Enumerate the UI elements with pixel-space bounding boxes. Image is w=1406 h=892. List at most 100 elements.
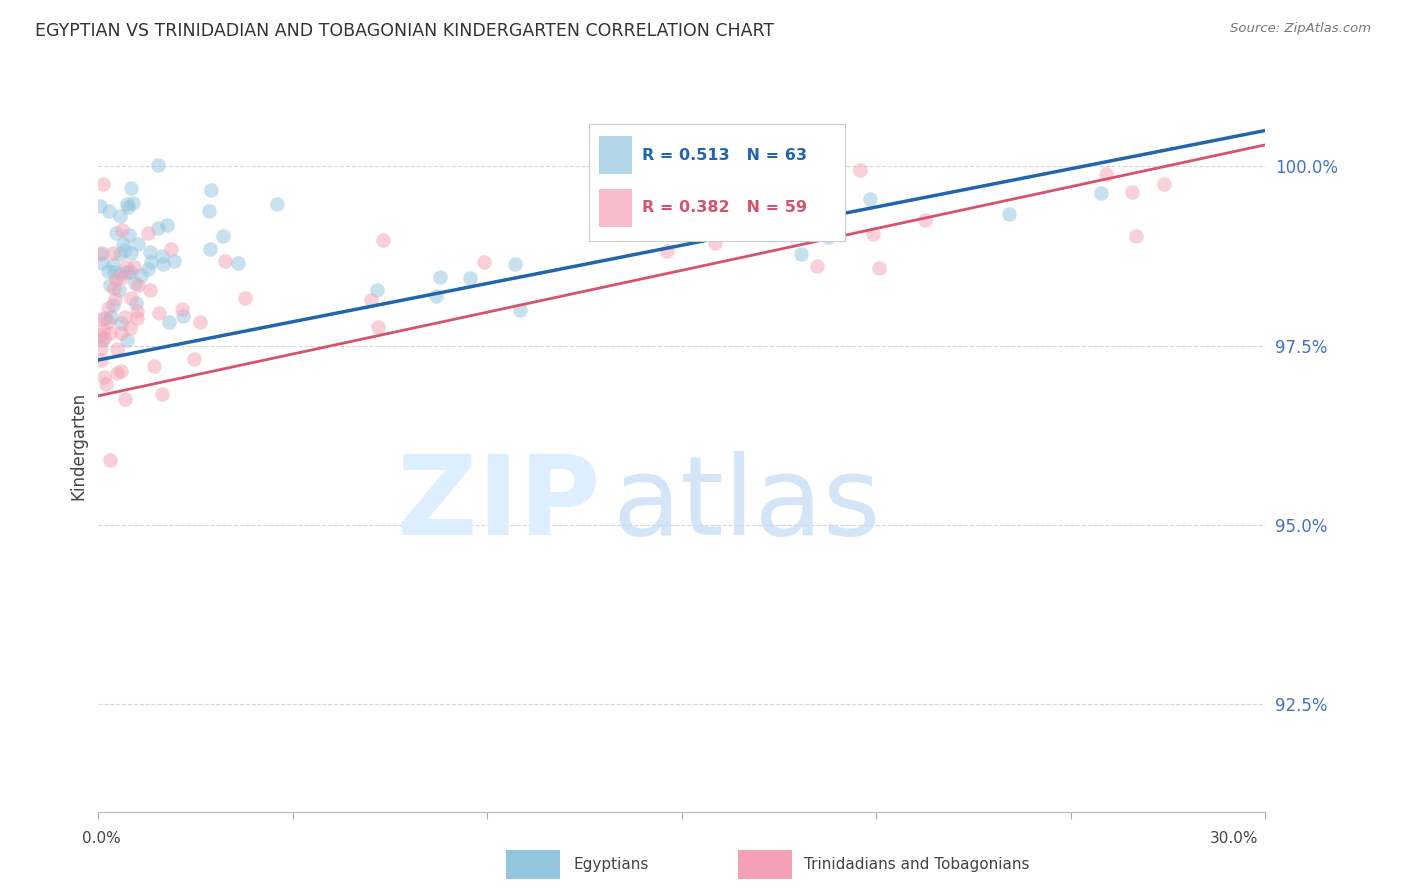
Text: Egyptians: Egyptians bbox=[574, 857, 650, 871]
Point bbox=[120, 291, 142, 305]
Point bbox=[214, 254, 236, 268]
Point bbox=[139, 245, 162, 260]
Point bbox=[157, 314, 180, 328]
Point bbox=[108, 268, 131, 282]
Point bbox=[114, 310, 136, 324]
Point bbox=[367, 319, 389, 334]
Point bbox=[91, 333, 114, 347]
Point bbox=[103, 298, 125, 312]
Point bbox=[703, 236, 725, 251]
Text: 0.0%: 0.0% bbox=[82, 831, 121, 846]
Point bbox=[120, 180, 142, 194]
Point bbox=[509, 302, 531, 317]
Point bbox=[115, 197, 138, 211]
Point bbox=[104, 292, 127, 306]
Point bbox=[849, 163, 872, 178]
Point bbox=[152, 256, 174, 270]
Point bbox=[198, 203, 221, 218]
Point bbox=[127, 237, 149, 252]
Point bbox=[118, 227, 141, 242]
Point bbox=[107, 284, 129, 298]
Text: atlas: atlas bbox=[612, 451, 880, 558]
Point bbox=[790, 246, 813, 260]
Point bbox=[91, 178, 114, 192]
Point bbox=[94, 377, 117, 392]
Point bbox=[93, 370, 115, 384]
Point bbox=[90, 353, 112, 368]
Point bbox=[170, 301, 193, 316]
Point bbox=[699, 225, 721, 239]
Point bbox=[458, 271, 481, 285]
Point bbox=[172, 309, 194, 323]
Point bbox=[817, 230, 839, 244]
Point bbox=[366, 283, 388, 297]
Point bbox=[183, 351, 205, 366]
Point bbox=[110, 316, 132, 330]
Point bbox=[142, 359, 165, 374]
Point bbox=[115, 260, 138, 274]
Point bbox=[111, 222, 134, 236]
Point bbox=[163, 253, 186, 268]
Point bbox=[1125, 229, 1147, 244]
Point bbox=[233, 291, 256, 305]
Point bbox=[503, 257, 526, 271]
Point bbox=[103, 281, 125, 295]
Point bbox=[108, 246, 131, 260]
Point bbox=[105, 226, 128, 240]
Point bbox=[110, 364, 132, 378]
Point bbox=[122, 196, 145, 211]
Point bbox=[139, 283, 162, 297]
Point bbox=[138, 262, 160, 277]
Text: R = 0.513   N = 63: R = 0.513 N = 63 bbox=[643, 148, 807, 162]
Point bbox=[120, 321, 142, 335]
Point bbox=[118, 265, 141, 279]
Point bbox=[89, 246, 111, 260]
Point bbox=[115, 265, 138, 279]
Point bbox=[1090, 186, 1112, 200]
Point bbox=[200, 242, 222, 256]
Point bbox=[1153, 177, 1175, 191]
Point bbox=[124, 276, 146, 290]
Point bbox=[97, 315, 120, 329]
Point bbox=[114, 392, 136, 407]
Point bbox=[159, 242, 181, 256]
Text: Trinidadians and Tobagonians: Trinidadians and Tobagonians bbox=[804, 857, 1029, 871]
Point bbox=[266, 197, 288, 211]
Point bbox=[360, 293, 382, 307]
Point bbox=[148, 306, 170, 320]
Point bbox=[103, 265, 125, 279]
Bar bbox=[599, 188, 633, 227]
Point bbox=[112, 269, 135, 284]
Point bbox=[188, 315, 211, 329]
Point bbox=[997, 207, 1019, 221]
Point bbox=[1121, 185, 1143, 199]
Point bbox=[127, 304, 149, 318]
Point bbox=[90, 341, 112, 355]
Point bbox=[98, 277, 121, 292]
Point bbox=[100, 326, 122, 340]
Point bbox=[101, 246, 124, 260]
Text: ZIP: ZIP bbox=[396, 451, 600, 558]
Point bbox=[114, 243, 136, 257]
Point bbox=[371, 233, 394, 247]
Point bbox=[425, 289, 447, 303]
Point bbox=[763, 226, 786, 240]
Point bbox=[90, 246, 112, 260]
Point bbox=[90, 312, 112, 326]
Point bbox=[156, 219, 179, 233]
Y-axis label: Kindergarten: Kindergarten bbox=[69, 392, 87, 500]
Point bbox=[98, 204, 121, 219]
Text: R = 0.382   N = 59: R = 0.382 N = 59 bbox=[643, 201, 807, 215]
Point bbox=[105, 343, 128, 357]
Point bbox=[124, 296, 146, 310]
Point bbox=[105, 366, 128, 380]
Point bbox=[117, 201, 139, 215]
Point bbox=[110, 326, 132, 340]
Point bbox=[914, 213, 936, 227]
Point bbox=[105, 272, 128, 286]
Point bbox=[150, 249, 173, 263]
Point bbox=[859, 192, 882, 206]
Point bbox=[228, 255, 250, 269]
Text: Source: ZipAtlas.com: Source: ZipAtlas.com bbox=[1230, 22, 1371, 36]
Point bbox=[862, 227, 884, 242]
